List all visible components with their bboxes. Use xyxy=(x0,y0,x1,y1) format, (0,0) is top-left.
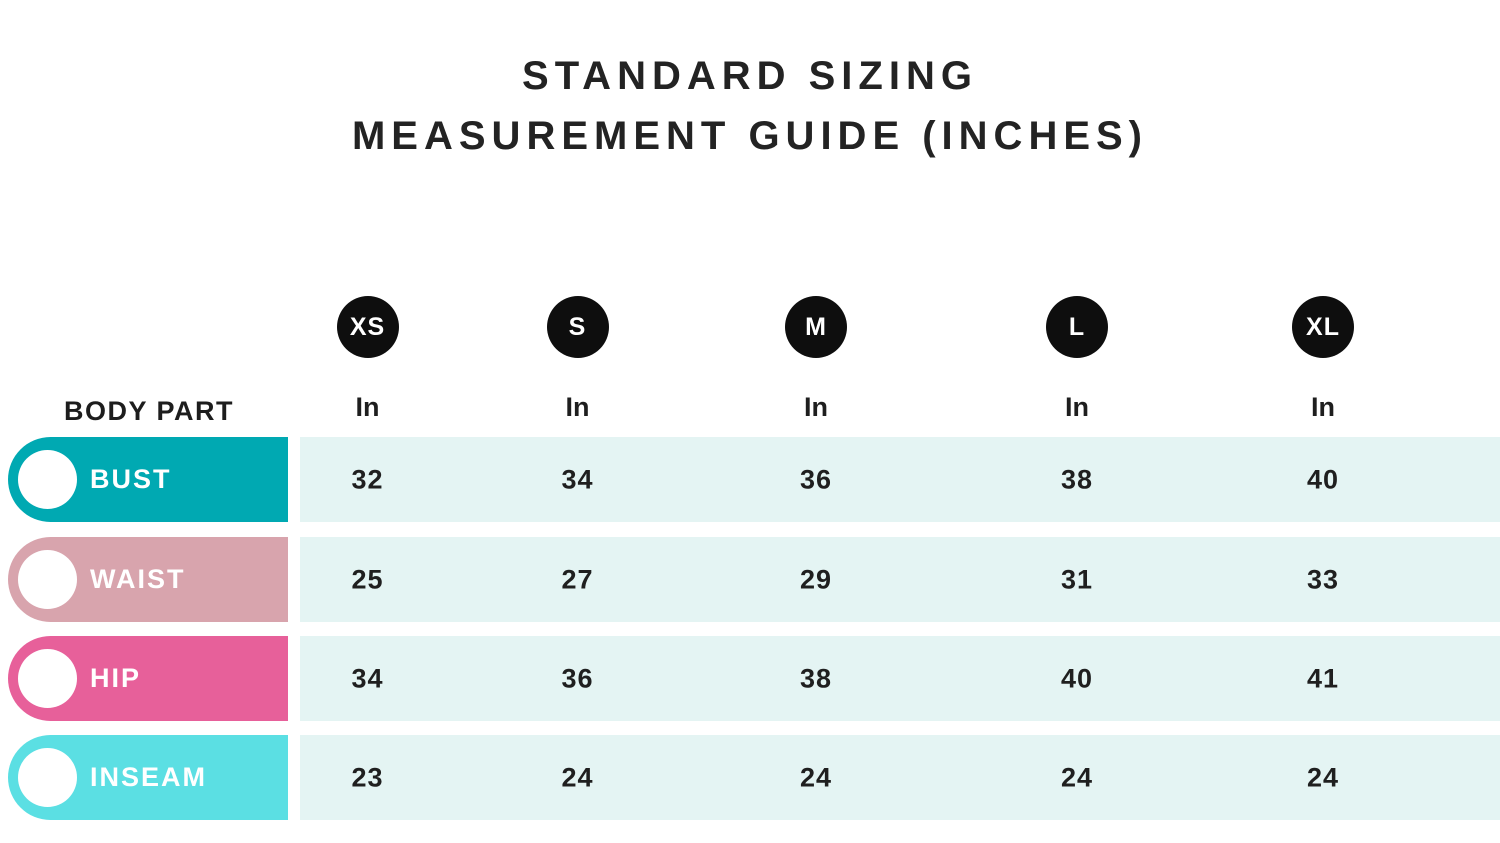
unit-label-s: In xyxy=(565,392,590,422)
pill-label: HIP xyxy=(90,663,142,693)
cell-hip-xl: 41 xyxy=(1306,663,1340,693)
page-title: STANDARD SIZING MEASUREMENT GUIDE (INCHE… xyxy=(0,46,1500,166)
cell-waist-l: 31 xyxy=(1060,564,1094,594)
table-row-hip: HIP 34 36 38 40 41 xyxy=(0,636,1500,721)
size-badge-m: M xyxy=(785,296,847,358)
page-title-line2: MEASUREMENT GUIDE (INCHES) xyxy=(351,114,1149,158)
page-title-line1: STANDARD SIZING xyxy=(522,54,978,98)
cell-inseam-xl: 24 xyxy=(1306,762,1340,792)
cell-waist-xs: 25 xyxy=(351,564,384,594)
cell-inseam-xs: 23 xyxy=(351,762,384,792)
cell-bust-l: 38 xyxy=(1060,464,1094,494)
cell-waist-s: 27 xyxy=(561,564,594,594)
unit-label-l: In xyxy=(1065,392,1089,422)
row-track xyxy=(300,636,1500,721)
cell-bust-m: 36 xyxy=(799,464,833,494)
size-badge-xl: XL xyxy=(1292,296,1354,358)
cell-bust-s: 34 xyxy=(561,464,594,494)
row-track xyxy=(300,437,1500,522)
cell-hip-l: 40 xyxy=(1060,663,1094,693)
size-badge-xs-label: XS xyxy=(349,312,386,341)
size-badge-s-label: S xyxy=(568,312,587,341)
unit-label-xl: In xyxy=(1311,392,1335,422)
cell-waist-m: 29 xyxy=(799,564,833,594)
body-part-pill-bust: BUST xyxy=(8,437,288,522)
cell-hip-xs: 34 xyxy=(351,663,384,693)
row-track xyxy=(300,735,1500,820)
size-badge-l-label: L xyxy=(1068,312,1086,341)
cell-hip-s: 36 xyxy=(561,663,594,693)
unit-label-xs: In xyxy=(355,392,380,422)
pill-label: INSEAM xyxy=(90,762,208,792)
cell-inseam-m: 24 xyxy=(799,762,833,792)
row-track xyxy=(300,537,1500,622)
pill-circle-icon xyxy=(18,649,77,708)
pill-circle-icon xyxy=(18,550,77,609)
pill-circle-icon xyxy=(18,450,77,509)
cell-bust-xl: 40 xyxy=(1306,464,1340,494)
size-badge-xs: XS xyxy=(336,296,399,358)
size-badge-xl-label: XL xyxy=(1306,312,1340,341)
body-part-pill-hip: HIP xyxy=(8,636,288,721)
pill-label: WAIST xyxy=(90,564,186,594)
body-part-pill-waist: WAIST xyxy=(8,537,288,622)
pill-circle-icon xyxy=(18,748,77,807)
size-badge-l: L xyxy=(1046,296,1108,358)
cell-waist-xl: 33 xyxy=(1306,564,1340,594)
table-row-waist: WAIST 25 27 29 31 33 xyxy=(0,537,1500,622)
size-badge-m-label: M xyxy=(805,312,827,341)
cell-bust-xs: 32 xyxy=(351,464,384,494)
body-part-pill-inseam: INSEAM xyxy=(8,735,288,820)
unit-label-m: In xyxy=(804,392,828,422)
table-row-inseam: INSEAM 23 24 24 24 24 xyxy=(0,735,1500,820)
cell-inseam-s: 24 xyxy=(561,762,594,792)
cell-hip-m: 38 xyxy=(799,663,833,693)
pill-label: BUST xyxy=(90,464,172,494)
table-row-bust: BUST 32 34 36 38 40 xyxy=(0,437,1500,522)
body-part-header: BODY PART xyxy=(64,396,235,426)
size-badge-s: S xyxy=(546,296,609,358)
cell-inseam-l: 24 xyxy=(1060,762,1094,792)
